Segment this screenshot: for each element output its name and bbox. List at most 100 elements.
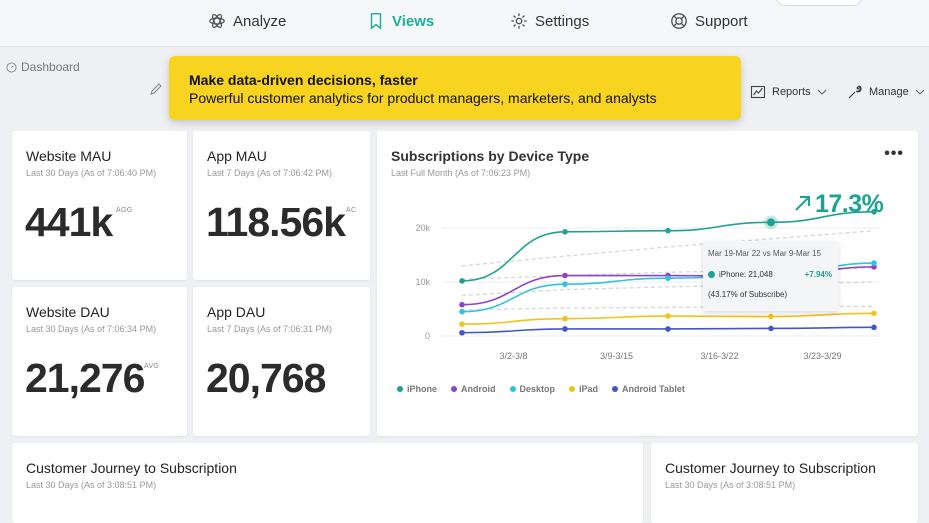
promo-banner: Make data-driven decisions, faster Power… xyxy=(169,56,741,120)
tooltip-delta: +7.94% xyxy=(804,270,832,279)
manage-button[interactable]: Manage xyxy=(847,84,925,100)
legend-item[interactable]: Android xyxy=(451,384,496,394)
chart-legend: iPhone Android Desktop iPad Android Tablet xyxy=(397,384,685,394)
reports-label: Reports xyxy=(772,86,811,98)
x-tick-label: 3/23-3/29 xyxy=(803,351,841,361)
highlight-point xyxy=(767,218,775,227)
lifebuoy-icon xyxy=(671,13,687,29)
more-options-icon[interactable]: ••• xyxy=(884,145,904,162)
card-subtitle: Last 30 Days (As of 3:08:51 PM) xyxy=(26,480,157,490)
tooltip-row: iPhone: 21,048 +7.94% xyxy=(708,270,832,279)
metric-value: 20,768 xyxy=(206,355,326,401)
data-point xyxy=(562,315,568,322)
nav-item-support[interactable]: Support xyxy=(670,10,748,32)
breadcrumb[interactable]: Dashboard xyxy=(6,60,80,74)
data-point xyxy=(459,329,465,336)
card-subtitle: Last 7 Days (As of 7:06:31 PM) xyxy=(207,324,333,334)
legend-item[interactable]: Desktop xyxy=(509,384,555,394)
card-title: Customer Journey to Subscription xyxy=(26,460,237,476)
metric-tag: AC xyxy=(346,207,357,214)
x-tick-label: 3/2-3/8 xyxy=(499,351,527,361)
chevron-down-icon xyxy=(817,89,826,95)
data-point xyxy=(871,260,877,266)
metric-tag: AGG xyxy=(116,207,133,214)
card-title: Website DAU xyxy=(26,304,110,320)
nav-item-views[interactable]: Views xyxy=(367,10,434,32)
arrow-up-right-icon xyxy=(795,196,810,211)
metric-value: 118.56k xyxy=(206,199,346,245)
y-tick-label: 0 xyxy=(425,331,430,341)
journey-card-left[interactable]: Customer Journey to Subscription Last 30… xyxy=(12,443,643,523)
reports-button[interactable]: Reports xyxy=(750,84,827,100)
nav-label-views: Views xyxy=(392,12,435,30)
dashboard-icon xyxy=(6,61,17,73)
legend-dot xyxy=(612,386,619,392)
legend-dot xyxy=(397,386,403,392)
atom-icon xyxy=(209,13,225,29)
breadcrumb-label: Dashboard xyxy=(21,60,80,74)
data-point xyxy=(665,227,671,234)
x-tick-label: 3/9-3/15 xyxy=(600,351,633,361)
nav-label-analyze: Analyze xyxy=(233,12,287,30)
top-navigation: Analyze Views Settings Support xyxy=(0,0,929,47)
data-point xyxy=(871,324,877,331)
chevron-down-icon xyxy=(915,89,925,95)
card-subtitle: Last 7 Days (As of 7:06:42 PM) xyxy=(207,168,333,178)
metric-card-app-mau[interactable]: App MAU Last 7 Days (As of 7:06:42 PM) 1… xyxy=(193,131,370,280)
nav-item-analyze[interactable]: Analyze xyxy=(208,10,286,32)
banner-subtitle: Powerful customer analytics for product … xyxy=(189,90,657,106)
data-point xyxy=(768,325,774,332)
nav-item-settings[interactable]: Settings xyxy=(510,10,589,32)
wrench-icon xyxy=(848,85,862,99)
metric-card-app-dau[interactable]: App DAU Last 7 Days (As of 7:06:31 PM) 2… xyxy=(193,287,370,436)
legend-item[interactable]: Android Tablet xyxy=(612,384,685,394)
data-point xyxy=(871,310,877,317)
legend-label: iPhone xyxy=(407,384,438,394)
data-point xyxy=(665,313,671,319)
data-point xyxy=(459,321,465,327)
line-chart-icon xyxy=(750,85,766,99)
legend-item[interactable]: iPhone xyxy=(397,384,437,394)
data-point xyxy=(562,326,568,332)
legend-dot xyxy=(509,386,516,392)
tooltip-range: Mar 19-Mar 22 vs Mar 9-Mar 15 xyxy=(708,249,821,258)
chart-tooltip: Mar 19-Mar 22 vs Mar 9-Mar 15 iPhone: 21… xyxy=(703,241,838,311)
tooltip-share: (43.17% of Subscribe) xyxy=(708,290,788,299)
legend-item[interactable]: iPad xyxy=(569,384,598,394)
pencil-icon[interactable] xyxy=(149,82,163,96)
y-tick-label: 20k xyxy=(415,223,430,233)
legend-dot xyxy=(569,386,576,392)
bookmark-icon xyxy=(370,13,382,30)
data-point xyxy=(459,278,465,284)
legend-dot xyxy=(451,386,458,392)
comparison-line xyxy=(461,230,875,267)
tooltip-series-dot xyxy=(708,271,715,278)
card-subtitle: Last 30 Days (As of 7:06:34 PM) xyxy=(26,324,157,334)
card-subtitle: Last 30 Days (As of 7:06:40 PM) xyxy=(26,168,157,178)
card-title: Website MAU xyxy=(26,148,112,164)
card-subtitle: Last 30 Days (As of 3:08:51 PM) xyxy=(665,480,796,490)
data-point xyxy=(562,272,568,279)
card-title: Customer Journey to Subscription xyxy=(665,460,876,476)
gear-icon xyxy=(511,13,527,29)
x-tick-label: 3/16-3/22 xyxy=(700,351,738,361)
journey-card-right[interactable]: Customer Journey to Subscription Last 30… xyxy=(651,443,918,523)
chart-subtitle: Last Full Month (As of 7:06:23 PM) xyxy=(391,168,531,178)
data-point xyxy=(562,281,568,287)
data-point xyxy=(459,301,465,308)
card-title: App DAU xyxy=(207,304,266,320)
banner-title: Make data-driven decisions, faster xyxy=(189,72,418,88)
legend-label: Android Tablet xyxy=(622,384,685,394)
data-point xyxy=(665,275,671,282)
subscriptions-chart-card[interactable]: Subscriptions by Device Type Last Full M… xyxy=(377,131,918,436)
data-point xyxy=(871,209,877,215)
data-point xyxy=(459,308,465,315)
nav-label-support: Support xyxy=(695,12,748,30)
account-pill[interactable] xyxy=(775,0,863,6)
data-point xyxy=(562,228,568,235)
legend-label: Android xyxy=(461,384,496,394)
metric-card-website-dau[interactable]: Website DAU Last 30 Days (As of 7:06:34 … xyxy=(12,287,187,436)
metric-card-website-mau[interactable]: Website MAU Last 30 Days (As of 7:06:40 … xyxy=(12,131,187,280)
tooltip-series-label: iPhone: 21,048 xyxy=(719,270,773,279)
card-title: App MAU xyxy=(207,148,267,164)
